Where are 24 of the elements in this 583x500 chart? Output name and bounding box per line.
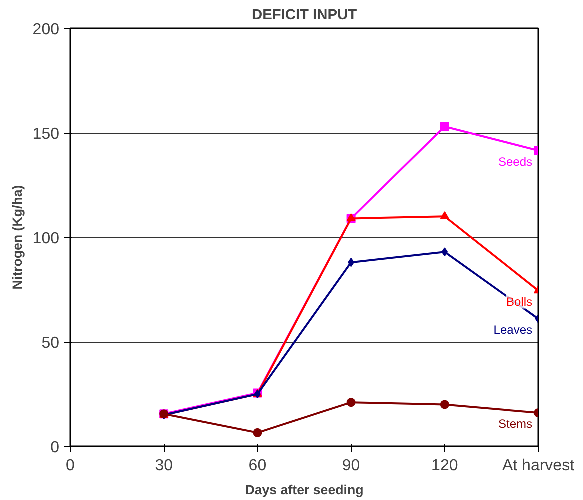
x-axis-title: Days after seeding [245, 482, 364, 498]
series-label: Seeds [498, 154, 533, 169]
x-tick-label: 120 [432, 458, 458, 474]
chart-title: DEFICIT INPUT [252, 8, 358, 24]
y-tick-label: 200 [32, 22, 60, 38]
x-tick-label: 30 [155, 458, 174, 474]
point [440, 122, 450, 132]
point [440, 400, 450, 410]
x-tick-label: 60 [248, 458, 267, 474]
point [253, 428, 262, 438]
x-tick-label: 0 [66, 458, 76, 474]
point [440, 211, 450, 220]
series-label: Leaves [494, 323, 533, 338]
point [346, 398, 356, 408]
x-tick-label: 90 [342, 458, 360, 474]
series-label: Bolls [506, 294, 533, 309]
point [442, 248, 448, 257]
series-label: Stems [498, 417, 533, 432]
y-tick-label: 100 [32, 230, 60, 248]
y-axis-title: Nitrogen (Kg/ha) [10, 185, 25, 290]
x-tick-label: At harvest [502, 458, 576, 474]
y-tick-label: 50 [42, 335, 60, 352]
y-tick-label: 0 [50, 440, 60, 456]
y-tick-label: 150 [32, 126, 60, 143]
